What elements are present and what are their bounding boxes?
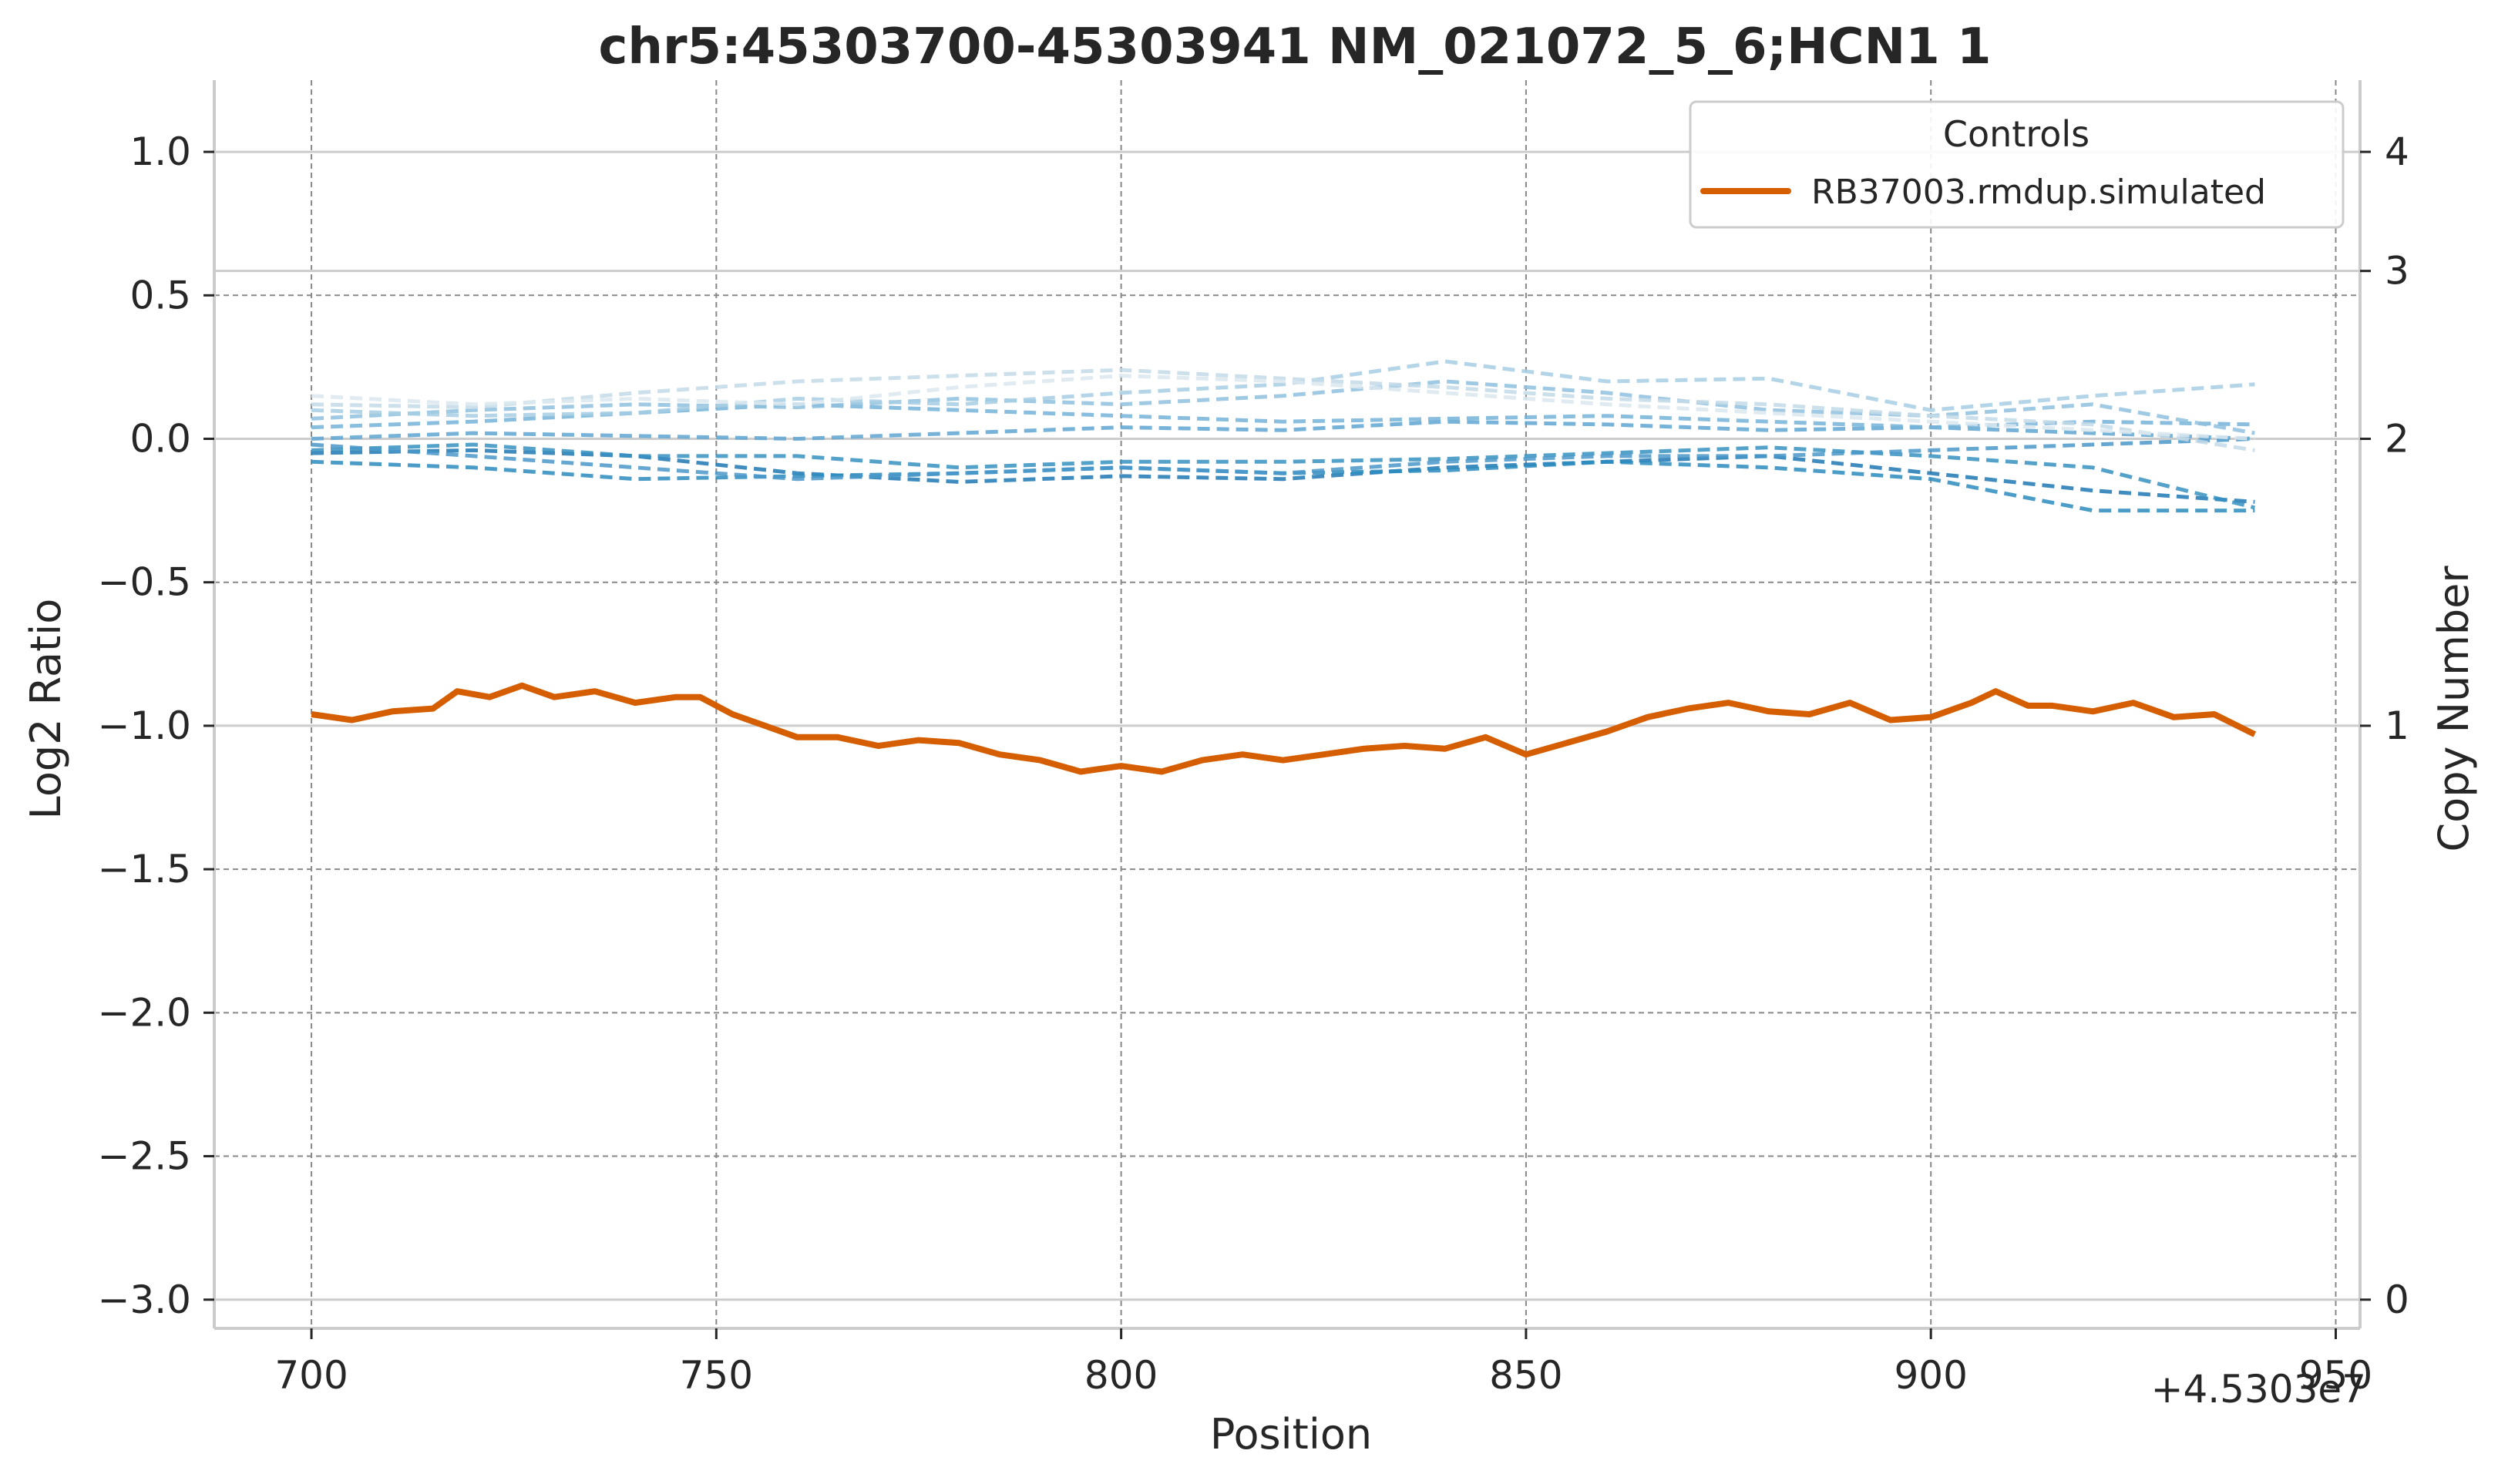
y-tick-label-2: 0.0 xyxy=(129,417,191,462)
secondary-y-axis-title: Copy Number xyxy=(2429,566,2478,852)
control-series-line-9 xyxy=(311,374,2255,441)
control-series-line-5 xyxy=(311,402,2255,430)
y-tick-label-3: −0.5 xyxy=(98,560,191,605)
x-tick-label-4: 900 xyxy=(1894,1353,1967,1398)
control-series-line-0 xyxy=(311,448,2255,504)
chart-title: chr5:45303700-45303941 NM_021072_5_6;HCN… xyxy=(598,18,1991,76)
x-tick-label-1: 750 xyxy=(680,1353,753,1398)
legend: Controls RB37003.rmdup.simulated xyxy=(1689,100,2345,229)
control-series-line-8 xyxy=(311,368,2255,452)
control-series-layer xyxy=(311,359,2256,513)
control-series-line-2 xyxy=(311,442,2256,510)
x-axis-offset-label: +4.5303e7 xyxy=(2151,1367,2366,1412)
legend-title: Controls xyxy=(1943,113,2090,155)
control-series-line-7 xyxy=(311,359,2255,418)
x-tick-label-3: 850 xyxy=(1489,1353,1562,1398)
legend-label-sample: RB37003.rmdup.simulated xyxy=(1811,173,2266,212)
y-tick-label-5: −1.5 xyxy=(98,847,191,891)
y-axis-title: Log2 Ratio xyxy=(22,599,70,820)
copy-number-tick-label-4: 0 xyxy=(2385,1278,2409,1322)
sample-series-line-0 xyxy=(311,682,2257,775)
x-tick-label-0: 700 xyxy=(274,1353,348,1398)
control-series-line-3 xyxy=(311,437,2255,482)
copy-number-tick-label-3: 1 xyxy=(2385,703,2409,748)
axes-layer: 700 750 800 850 900 950 1.0 0.5 0.0 −0.5 −1.0 −1.5 −… xyxy=(98,80,2409,1398)
y-tick-label-4: −1.0 xyxy=(98,703,191,748)
x-tick-label-5: 950 xyxy=(2299,1353,2372,1398)
copy-number-tick-label-2: 2 xyxy=(2385,417,2409,462)
y-tick-label-1: 0.5 xyxy=(129,273,191,317)
y-tick-label-6: −2.0 xyxy=(98,990,191,1035)
control-series-line-4 xyxy=(311,419,2255,442)
copy-number-tick-label-1: 3 xyxy=(2385,249,2409,294)
control-series-line-1 xyxy=(311,459,2255,513)
x-axis-title: Position xyxy=(1210,1410,1372,1459)
x-tick-label-2: 800 xyxy=(1084,1353,1158,1398)
copy-number-tick-label-0: 4 xyxy=(2385,129,2409,174)
y-tick-label-8: −3.0 xyxy=(98,1278,191,1322)
y-tick-label-0: 1.0 xyxy=(129,129,191,174)
legend-box xyxy=(1689,100,2345,229)
sample-series-layer xyxy=(311,682,2257,775)
y-tick-label-7: −2.5 xyxy=(98,1134,191,1179)
